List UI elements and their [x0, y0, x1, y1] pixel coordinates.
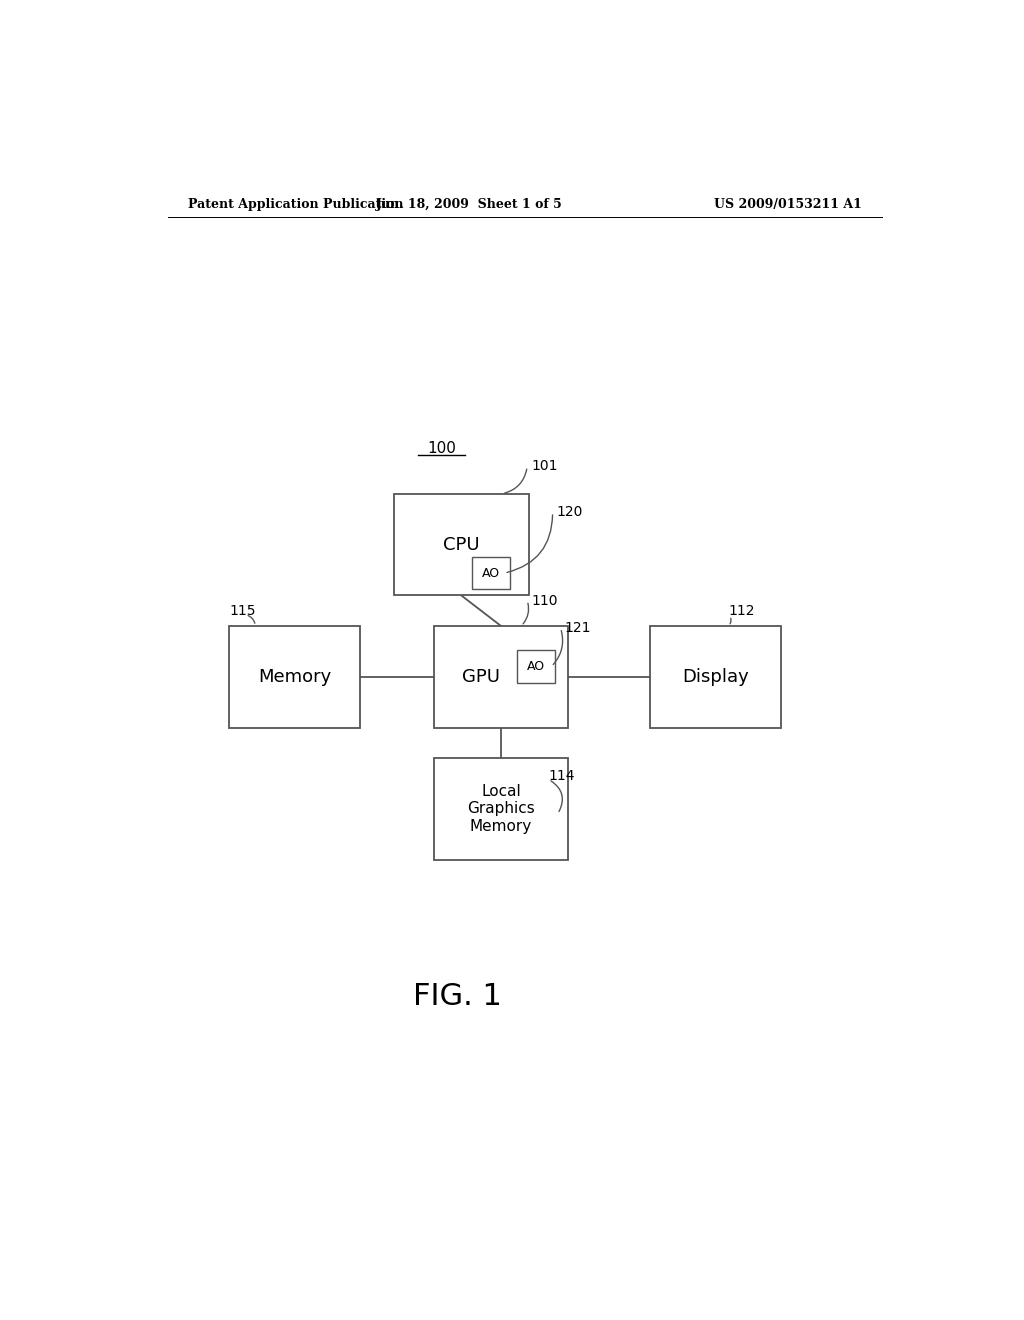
Text: US 2009/0153211 A1: US 2009/0153211 A1	[714, 198, 862, 211]
Bar	[517, 651, 555, 682]
Text: Local
Graphics
Memory: Local Graphics Memory	[467, 784, 535, 834]
Bar	[394, 494, 528, 595]
Text: 101: 101	[531, 459, 558, 474]
Text: Display: Display	[682, 668, 749, 686]
Bar	[433, 758, 568, 859]
Bar	[229, 626, 360, 727]
Text: CPU: CPU	[443, 536, 479, 553]
Text: 115: 115	[229, 603, 256, 618]
Text: Jun. 18, 2009  Sheet 1 of 5: Jun. 18, 2009 Sheet 1 of 5	[376, 198, 562, 211]
Bar	[433, 626, 568, 727]
Bar	[650, 626, 780, 727]
Text: 112: 112	[728, 603, 755, 618]
Text: Memory: Memory	[258, 668, 332, 686]
Text: 100: 100	[427, 441, 456, 455]
Text: 110: 110	[531, 594, 558, 607]
Text: AO: AO	[482, 566, 500, 579]
Bar	[472, 557, 510, 589]
Text: 121: 121	[564, 620, 591, 635]
Text: FIG. 1: FIG. 1	[413, 982, 502, 1011]
Text: 114: 114	[549, 770, 575, 783]
Text: 120: 120	[557, 506, 583, 519]
Text: Patent Application Publication: Patent Application Publication	[187, 198, 403, 211]
Text: GPU: GPU	[462, 668, 500, 686]
Text: AO: AO	[527, 660, 545, 673]
